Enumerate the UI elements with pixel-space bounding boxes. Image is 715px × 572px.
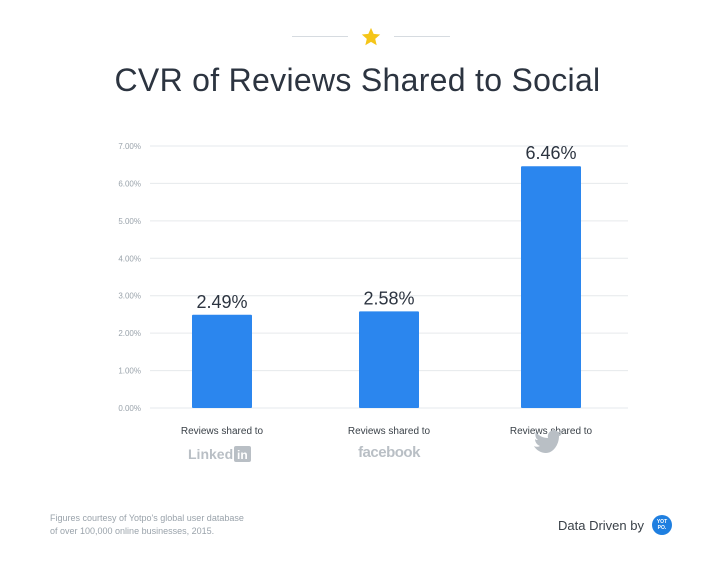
- x-tick-label: Reviews shared to: [348, 426, 431, 437]
- y-tick-label: 3.00%: [118, 292, 141, 301]
- y-tick-label: 0.00%: [118, 404, 141, 413]
- y-tick-label: 1.00%: [118, 367, 141, 376]
- y-tick-label: 4.00%: [118, 254, 141, 263]
- yotpo-logo[interactable]: YOT PO.: [651, 515, 672, 535]
- twitter-bird-icon: [534, 430, 562, 453]
- bar: [359, 311, 419, 408]
- footnote-line-1: Figures courtesy of Yotpo's global user …: [50, 513, 244, 523]
- brand-label: Data Driven by: [558, 517, 644, 533]
- y-tick-label: 5.00%: [118, 217, 141, 226]
- data-label: 2.49%: [196, 292, 247, 312]
- data-label: 2.58%: [363, 288, 414, 308]
- y-tick-label: 2.00%: [118, 329, 141, 338]
- bar: [521, 166, 581, 408]
- source-footnote: Figures courtesy of Yotpo's global user …: [50, 512, 244, 538]
- bar: [192, 314, 252, 408]
- linkedin-logo-box: [234, 446, 251, 462]
- bar-chart: 0.00% 1.00% 2.00% 3.00% 4.00% 5.00% 6.00% 7.00%…: [118, 142, 628, 462]
- y-tick-label: 6.00%: [118, 179, 141, 188]
- decorative-line-right: [394, 36, 450, 37]
- footnote-line-2: of over 100,000 online businesses, 2015.: [50, 526, 215, 536]
- decorative-line-left: [292, 36, 348, 37]
- linkedin-logo-text: Linked: [188, 446, 233, 462]
- chart-title: CVR of Reviews Shared to Social: [114, 62, 601, 98]
- linkedin-logo-in: in: [237, 448, 248, 462]
- data-label: 6.46%: [525, 143, 576, 163]
- y-tick-label: 7.00%: [118, 142, 141, 151]
- star-icon: [361, 27, 381, 46]
- brand-credit: Data Driven by YOT PO.: [558, 515, 672, 535]
- x-tick-label: Reviews shared to: [181, 426, 264, 437]
- facebook-logo: facebook: [358, 444, 421, 461]
